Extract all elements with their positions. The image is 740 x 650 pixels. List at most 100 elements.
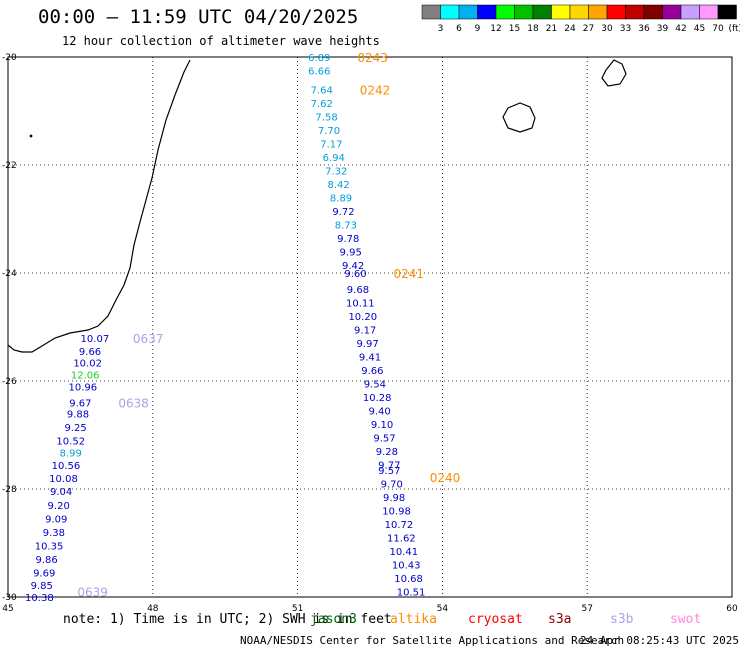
wave-height-label: 6.94 [323,153,345,164]
wave-height-label: 9.70 [381,480,403,491]
color-scale-tick: 9 [475,24,481,34]
latitude-tick-label: -28 [2,485,17,495]
satellite-legend-cryosat: cryosat [468,612,523,627]
color-scale-tick: 6 [456,24,462,34]
wave-height-label: 10.35 [35,542,64,553]
color-scale-tick: 36 [638,24,650,34]
wave-height-label: 10.96 [68,382,97,393]
wave-height-label: 9.57 [373,434,395,445]
wave-height-label: 9.20 [48,501,70,512]
madagascar-coastline [7,59,191,353]
wave-height-label: 10.98 [382,507,411,518]
color-scale-swatch [717,4,737,20]
color-scale-tick: 42 [675,24,686,34]
wave-height-label: 9.68 [347,285,369,296]
footer-timestamp: 24 Apr 08:25:43 UTC 2025 [580,634,739,647]
pass-time-label: 0240 [430,471,461,485]
color-scale-tick: 70 [712,24,724,34]
color-scale-tick: 12 [490,24,501,34]
satellite-legend-s3a: s3a [548,612,572,627]
wave-height-label: 9.85 [31,581,53,592]
wave-height-label: 7.17 [320,139,342,150]
wave-height-label: 9.38 [43,528,65,539]
wave-height-label: 10.02 [73,359,102,370]
wave-height-label: 9.57 [378,466,400,477]
wave-height-label: 8.89 [330,193,352,204]
longitude-tick-label: 51 [292,604,303,614]
latitude-tick-label: -30 [2,593,17,603]
wave-height-label: 10.08 [49,474,78,485]
wave-height-label: 9.40 [369,407,391,418]
wave-height-label: 10.51 [397,588,426,599]
mauritius-coastline [601,59,627,87]
wave-height-label: 10.20 [348,312,377,323]
wave-height-label: 9.67 [69,399,91,410]
wave-height-label: 9.42 [342,261,364,272]
wave-height-label: 9.66 [79,347,101,358]
wave-height-label: 6.89 [308,53,330,64]
longitude-tick-label: 45 [2,604,13,614]
wave-height-label: 10.11 [346,299,375,310]
wave-height-label: 10.43 [392,561,421,572]
satellite-legend-swot: swot [670,612,702,627]
wave-height-label: 10.56 [52,461,81,472]
reunion-coastline [502,102,536,133]
wave-height-label: 10.68 [394,574,423,585]
wave-height-label: 9.86 [35,555,57,566]
wave-height-label: 9.41 [359,353,381,364]
wave-height-label: 9.95 [340,247,362,258]
color-scale-tick: 39 [657,24,669,34]
longitude-tick-label: 48 [147,604,159,614]
color-scale-tick: 21 [546,24,557,34]
color-scale-tick: 15 [509,24,520,34]
wave-height-label: 10.72 [385,520,414,531]
wave-height-label: 9.97 [356,339,378,350]
wave-height-label: 9.28 [376,447,398,458]
wave-height-label: 9.04 [50,487,72,498]
color-scale-unit: (ft) [729,24,740,34]
pass-time-label: 0243 [357,51,388,65]
color-scale-tick: 18 [527,24,539,34]
pass-time-label: 0242 [360,83,391,97]
wave-height-label: 10.38 [25,593,54,604]
pass-time-label: 0639 [77,586,108,600]
wave-height-label: 9.66 [361,366,383,377]
wave-height-label: 9.88 [67,409,89,420]
satellite-legend-s3b: s3b [610,612,634,627]
wave-height-label: 6.66 [308,67,330,78]
footnote: note: 1) Time is in UTC; 2) SWH is in fe… [63,612,392,627]
wave-height-label: 11.62 [387,534,416,545]
wave-height-label: 7.62 [311,99,333,110]
color-scale-tick: 33 [620,24,631,34]
wave-height-label: 7.64 [311,85,333,96]
color-scale-tick: 24 [564,24,576,34]
wave-height-label: 9.98 [383,493,405,504]
wave-height-label: 7.32 [325,166,347,177]
pass-time-label: 0638 [118,397,149,411]
latitude-tick-label: -26 [2,377,17,387]
pass-time-label: 0637 [133,332,164,346]
wave-height-label: 9.25 [64,423,86,434]
wave-height-label: 10.41 [389,547,418,558]
wave-height-label: 8.99 [60,448,82,459]
satellite-legend-jason3: jason3 [310,612,357,627]
latitude-tick-label: -20 [2,53,17,63]
color-scale-tick: 27 [583,24,594,34]
wave-height-label: 8.73 [335,220,357,231]
color-scale-tick: 3 [438,24,444,34]
latitude-tick-label: -22 [2,161,17,171]
wave-height-label: 9.17 [354,326,376,337]
longitude-tick-label: 57 [581,604,592,614]
wave-height-label: 9.78 [337,234,359,245]
wave-height-label: 9.10 [371,420,393,431]
longitude-tick-label: 60 [726,604,738,614]
page-subtitle: 12 hour collection of altimeter wave hei… [62,34,380,48]
wave-height-label: 9.72 [332,207,354,218]
longitude-tick-label: 54 [437,604,449,614]
wave-height-label: 10.52 [56,436,85,447]
wave-height-label: 9.60 [344,269,366,280]
wave-height-label: 12.06 [71,371,100,382]
latitude-tick-label: -24 [2,269,17,279]
